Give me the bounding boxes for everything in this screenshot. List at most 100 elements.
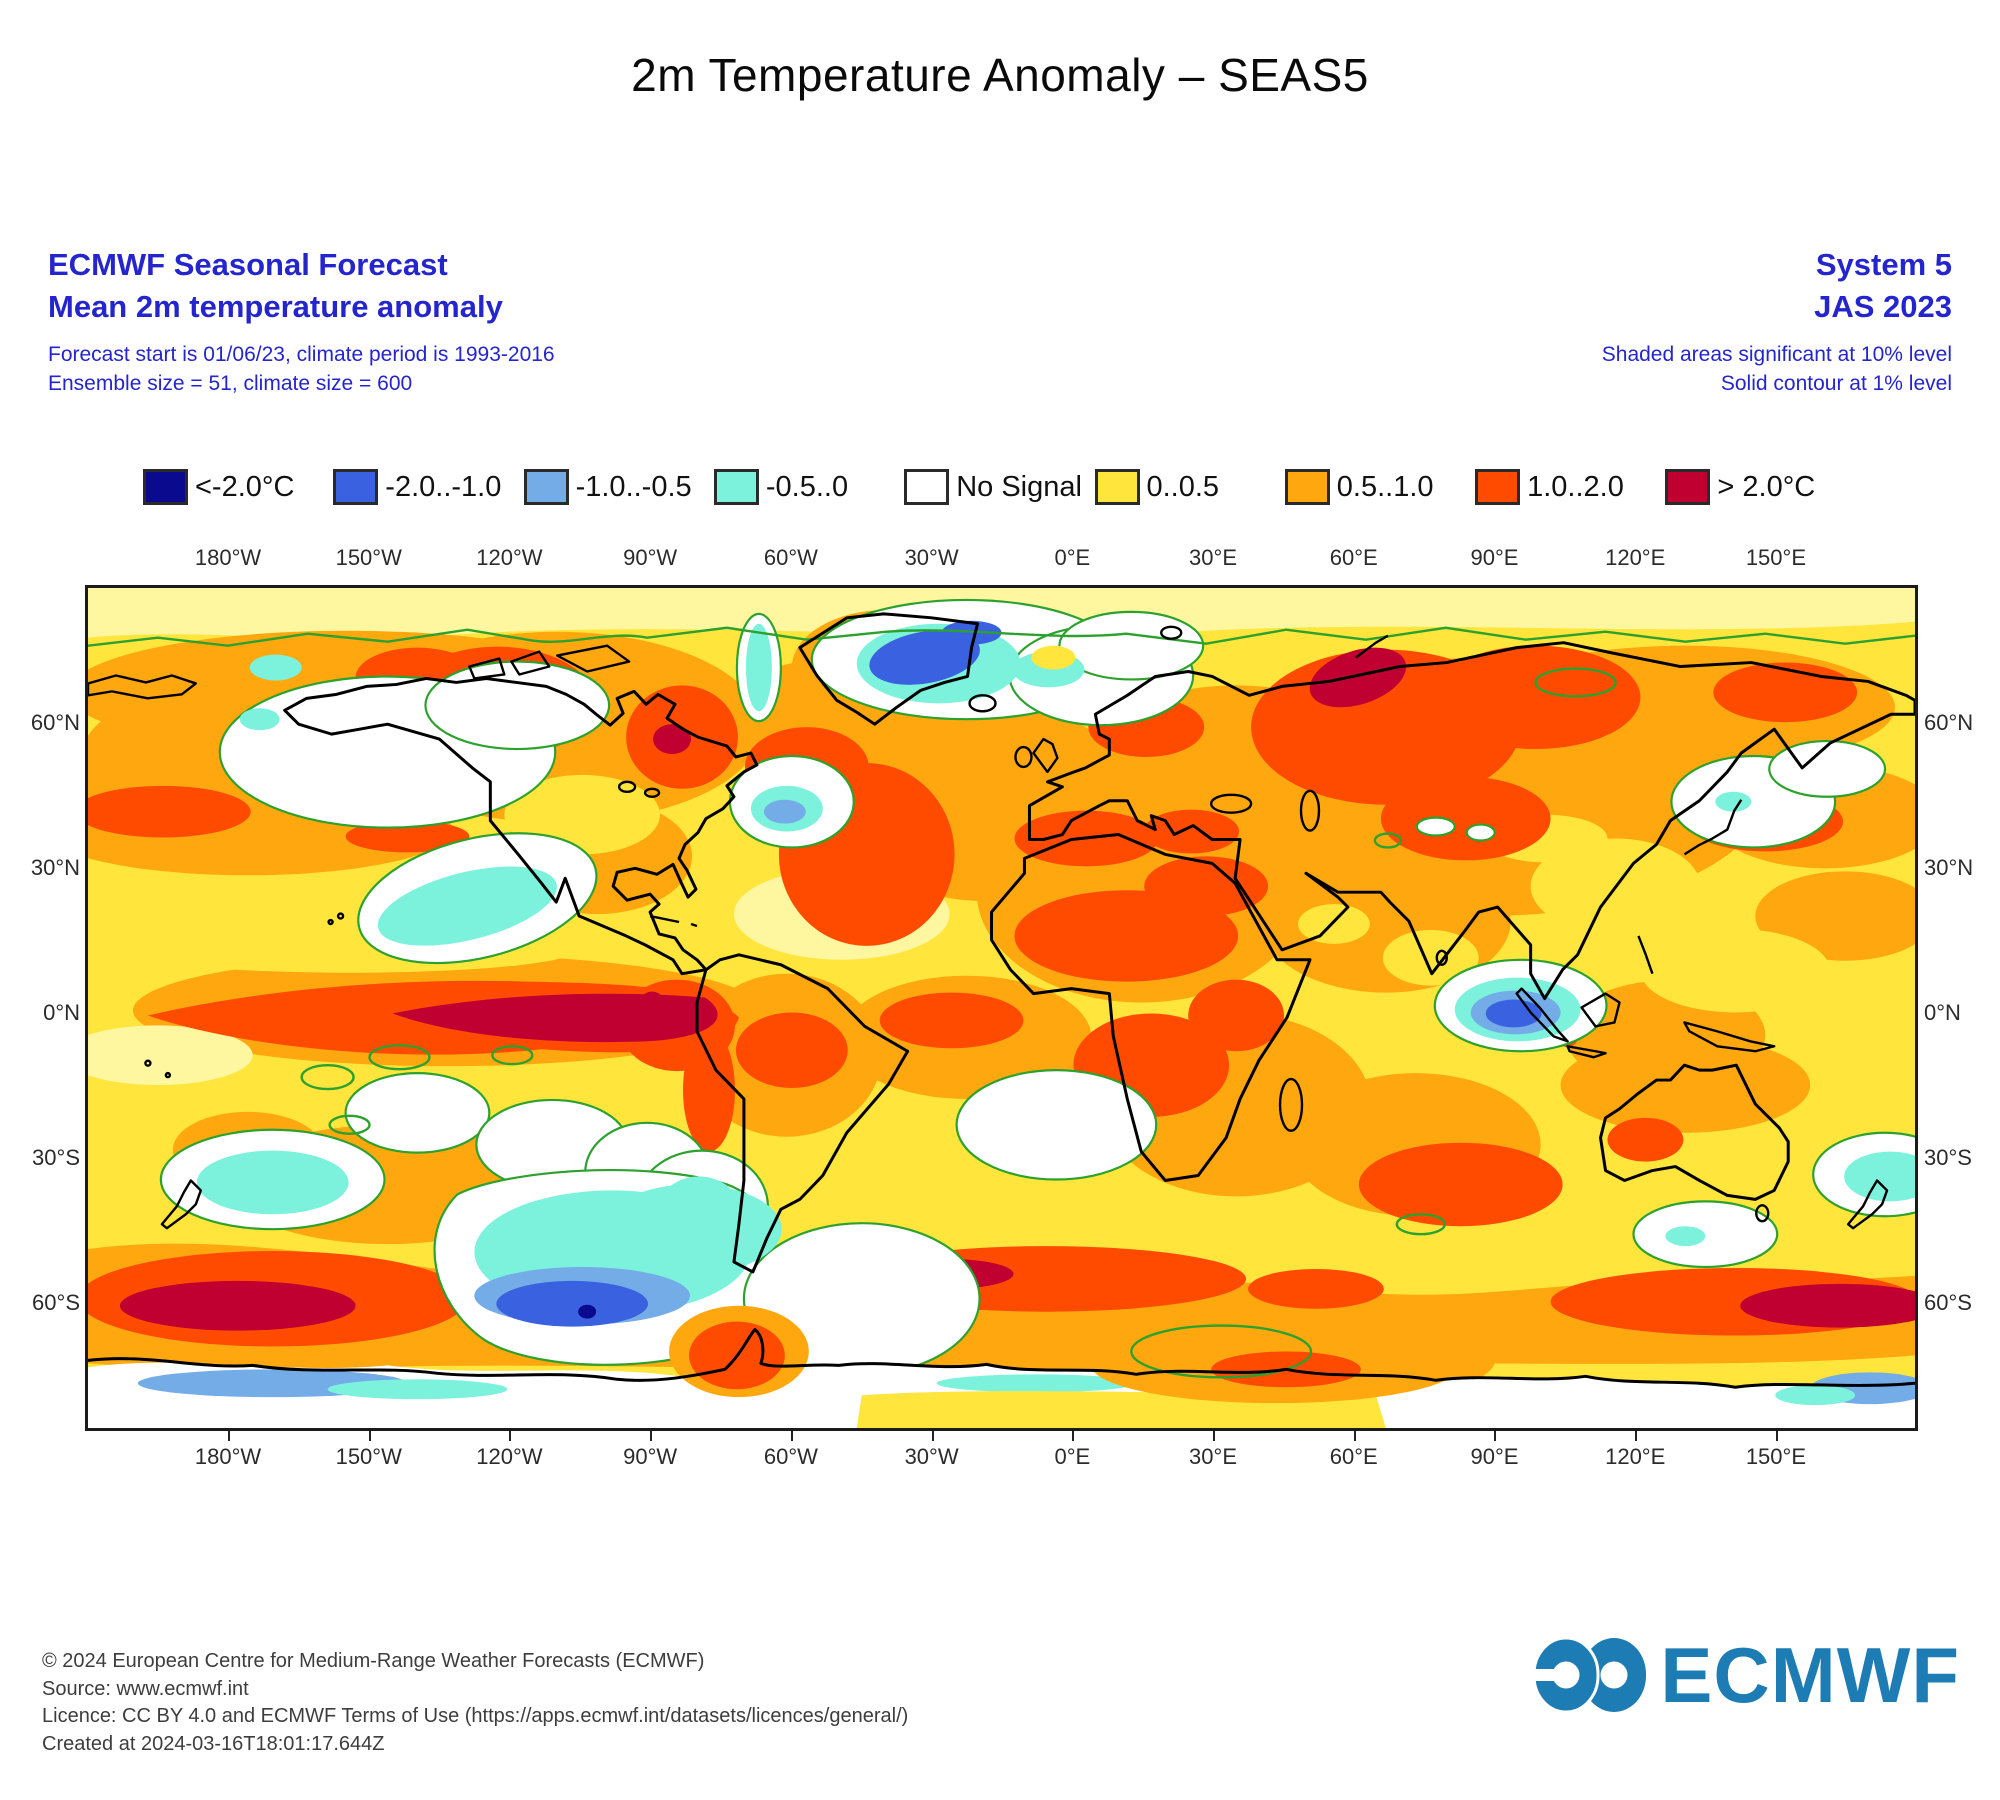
variable-title: Mean 2m temperature anomaly <box>48 289 503 324</box>
significance-contour-line: Solid contour at 1% level <box>1720 372 1952 395</box>
longitude-tick-label: 0°E <box>1054 545 1091 570</box>
source-line: Source: www.ecmwf.int <box>42 1677 249 1700</box>
ecmwf-logo-icon <box>1528 1636 1647 1714</box>
legend-label: 0..0.5 <box>1146 470 1220 503</box>
cold-anomaly-layer <box>137 620 1915 1428</box>
legend-label: -0.5..0 <box>765 470 849 503</box>
longitude-tick-label: 90°W <box>623 1444 678 1469</box>
significance-shaded-line: Shaded areas significant at 10% level <box>1601 343 1952 366</box>
legend-item: 1.0..2.0 <box>1475 466 1624 508</box>
significance-contour-layer <box>88 626 1915 1379</box>
longitude-tick-label: 150°E <box>1745 545 1806 570</box>
legend-swatch <box>333 469 379 505</box>
latitude-tick-label: 60°N <box>1924 710 1974 735</box>
legend-item: -2.0..-1.0 <box>333 466 501 508</box>
page-title: 2m Temperature Anomaly – SEAS5 <box>631 49 1369 101</box>
latitude-tick-label: 30°S <box>32 1145 80 1170</box>
legend-item: 0..0.5 <box>1094 466 1220 508</box>
axis-tick <box>650 1431 653 1441</box>
longitude-tick-label: 120°W <box>476 545 543 570</box>
axis-tick <box>368 1431 371 1441</box>
longitude-tick-label: 30°E <box>1189 545 1238 570</box>
latitude-tick-label: 30°N <box>30 855 80 880</box>
legend-label: -1.0..-0.5 <box>575 470 692 503</box>
legend-label: <-2.0°C <box>195 470 295 503</box>
legend-swatch <box>1665 469 1711 505</box>
legend-swatch <box>904 469 950 505</box>
longitude-tick-label: 120°E <box>1605 1444 1666 1469</box>
header-left: ECMWF Seasonal Forecast Mean 2m temperat… <box>48 244 555 398</box>
legend-item: 0.5..1.0 <box>1284 466 1434 508</box>
longitude-tick-label: 150°W <box>335 1444 402 1469</box>
latitude-tick-label: 60°S <box>32 1290 80 1315</box>
footer-attribution: © 2024 European Centre for Medium-Range … <box>42 1648 908 1758</box>
legend-swatch <box>523 469 569 505</box>
legend-swatch <box>1284 469 1330 505</box>
axis-tick <box>1635 1431 1638 1441</box>
longitude-tick-label: 60°W <box>763 1444 818 1469</box>
legend-item: No Signal <box>904 466 1082 508</box>
longitude-tick-label: 90°W <box>623 545 678 570</box>
latitude-tick-label: 60°N <box>30 710 80 735</box>
world-anomaly-field-svg <box>88 588 1915 1428</box>
legend-label: No Signal <box>956 470 1082 503</box>
longitude-tick-label: 180°W <box>194 1444 262 1469</box>
axis-tick <box>931 1431 934 1441</box>
latitude-tick-label: 30°N <box>1924 855 1974 880</box>
longitude-tick-label: 0°E <box>1054 1444 1091 1469</box>
legend-swatch <box>143 469 188 505</box>
longitude-tick-label: 120°W <box>476 1444 543 1469</box>
legend-swatch <box>1094 469 1140 505</box>
product-title: ECMWF Seasonal Forecast <box>48 247 448 282</box>
axis-tick <box>228 1431 230 1441</box>
header-right: System 5 JAS 2023 Shaded areas significa… <box>1602 244 1952 398</box>
legend-swatch <box>1475 469 1521 505</box>
longitude-tick-label: 150°E <box>1745 1444 1806 1469</box>
legend-item: > 2.0°C <box>1665 466 1815 508</box>
legend-swatch <box>713 469 759 505</box>
forecast-start-line: Forecast start is 01/06/23, climate peri… <box>48 343 555 366</box>
color-legend: <-2.0°C -2.0..-1.0 -1.0..-0.5 -0.5..0 No Sig… <box>0 466 2000 512</box>
longitude-tick-label: 30°W <box>904 545 959 570</box>
ecmwf-logo: ECMWF <box>1528 1628 1960 1722</box>
longitude-tick-label: 180°W <box>194 545 262 570</box>
axis-tick <box>1494 1431 1497 1441</box>
legend-label: 0.5..1.0 <box>1336 470 1434 503</box>
longitude-tick-label: 90°E <box>1470 545 1519 570</box>
axis-tick <box>1775 1431 1778 1441</box>
legend-item: <-2.0°C <box>143 466 294 508</box>
axis-tick <box>1072 1431 1075 1441</box>
longitude-tick-label: 90°E <box>1470 1444 1519 1469</box>
system-label: System 5 <box>1815 247 1952 282</box>
axis-tick <box>1353 1431 1356 1441</box>
latitude-tick-label: 30°S <box>1924 1145 1972 1170</box>
legend-item: -1.0..-0.5 <box>523 466 692 508</box>
longitude-tick-label: 150°W <box>335 545 402 570</box>
longitude-tick-label: 120°E <box>1605 545 1666 570</box>
latitude-tick-label: 0°N <box>1924 1000 1961 1025</box>
coastline-layer <box>88 612 1915 1389</box>
legend-item: -0.5..0 <box>713 466 849 508</box>
created-line: Created at 2024-03-16T18:01:17.644Z <box>42 1732 385 1755</box>
latitude-tick-label: 0°N <box>43 1000 80 1025</box>
dark-red-anomaly-layer <box>119 647 1915 1331</box>
ensemble-size-line: Ensemble size = 51, climate size = 600 <box>48 372 413 395</box>
longitude-tick-label: 60°W <box>763 545 818 570</box>
longitude-tick-label: 30°E <box>1189 1444 1238 1469</box>
legend-label: > 2.0°C <box>1717 470 1816 503</box>
anomaly-map <box>85 585 1918 1431</box>
axis-tick <box>790 1431 793 1441</box>
longitude-tick-label: 60°E <box>1329 545 1378 570</box>
ecmwf-logo-text: ECMWF <box>1660 1631 1960 1719</box>
season-label: JAS 2023 <box>1814 289 1952 324</box>
axis-tick <box>509 1431 512 1441</box>
legend-label: 1.0..2.0 <box>1527 470 1624 503</box>
copyright-line: © 2024 European Centre for Medium-Range … <box>42 1650 705 1672</box>
licence-line: Licence: CC BY 4.0 and ECMWF Terms of Us… <box>42 1705 909 1727</box>
longitude-tick-label: 30°W <box>904 1444 959 1469</box>
legend-label: -2.0..-1.0 <box>385 470 502 503</box>
longitude-tick-label: 60°E <box>1329 1444 1378 1469</box>
axis-tick <box>1213 1431 1216 1441</box>
latitude-tick-label: 60°S <box>1924 1290 1972 1315</box>
